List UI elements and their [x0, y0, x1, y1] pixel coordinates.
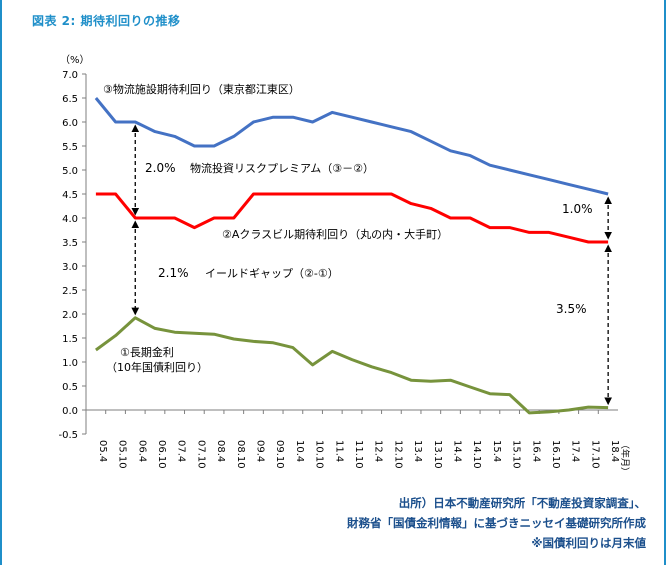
y-tick-label: 4.5	[62, 190, 78, 201]
y-tick-label: 1.5	[62, 334, 78, 345]
x-tick-label: 16.4	[530, 440, 541, 462]
yield-gap-label: イールドギャップ（②-①）	[205, 267, 339, 280]
x-tick-label: 15.4	[491, 440, 502, 462]
x-tick-label: 12.4	[373, 440, 384, 462]
series-line-1	[94, 97, 609, 196]
series-line-3	[95, 316, 609, 415]
right-gap-value-1: 1.0%	[562, 202, 593, 216]
right-gap-value-2: 3.5%	[556, 302, 587, 316]
series-1-label-line1: ①長期金利	[120, 345, 174, 359]
source-note: 出所）日本不動産研究所「不動産投資家調査」、 財務省「国債金利情報」に基づきニッ…	[347, 493, 646, 553]
y-axis-unit-label: （%）	[60, 54, 90, 66]
series-2-label: ②Aクラスビル期待利回り（丸の内・大手町）	[222, 227, 448, 241]
x-tick-label: 06.10	[156, 440, 167, 469]
x-tick-label: 07.4	[176, 440, 187, 462]
series-3-label: ③物流施設期待利回り（東京都江東区）	[103, 82, 300, 96]
chart-series-lines	[94, 97, 609, 415]
x-tick-label: 14.10	[471, 440, 482, 469]
x-tick-label: 16.10	[550, 440, 561, 469]
source-line-2: 財務省「国債金利情報」に基づきニッセイ基礎研究所作成	[347, 516, 646, 530]
y-tick-label: 0.5	[62, 382, 78, 393]
chart-axes: 7.0 6.5 6.0 5.5 5.0 4.5 4.0 3.5 3.0 2.5 2.0 1.5 1.0 0…	[58, 70, 620, 469]
y-tick-label: 4.0	[62, 214, 78, 225]
y-tick-label: 7.0	[62, 70, 78, 81]
y-tick-label: 6.5	[62, 94, 78, 105]
y-tick-label: 1.0	[62, 358, 78, 369]
x-tick-label: 17.10	[589, 440, 600, 469]
x-tick-label: 08.4	[215, 440, 226, 462]
x-tick-label: 10.4	[294, 440, 305, 462]
x-tick-label: 05.4	[97, 440, 108, 462]
x-tick-label: 15.10	[511, 440, 522, 469]
risk-premium-label: 物流投資リスクプレミアム（③－②）	[190, 161, 374, 175]
source-line-3: ※国債利回りは月末値	[531, 536, 646, 550]
series-line-2	[95, 192, 609, 244]
x-tick-label: 06.4	[136, 440, 147, 462]
x-tick-label: 10.10	[314, 440, 325, 469]
y-tick-label: 2.5	[62, 286, 78, 297]
y-tick-label: 5.0	[62, 166, 78, 177]
x-tick-label: 09.10	[274, 440, 285, 469]
x-tick-label: 12.10	[392, 440, 403, 469]
y-tick-label: 6.0	[62, 118, 78, 129]
x-axis-unit-label: （年月）	[619, 440, 631, 476]
x-tick-label: 05.10	[117, 440, 128, 469]
yield-gap-value: 2.1%	[158, 266, 189, 280]
chart-gap-arrows	[131, 124, 613, 406]
y-tick-label: 0.0	[62, 406, 78, 417]
y-tick-label: 5.5	[62, 142, 78, 153]
x-tick-label: 18.4	[609, 440, 620, 462]
x-tick-label: 07.10	[195, 440, 206, 469]
source-line-1: 出所）日本不動産研究所「不動産投資家調査」、	[398, 496, 646, 510]
y-tick-label: 3.5	[62, 238, 78, 249]
x-tick-label: 14.4	[452, 440, 463, 462]
x-tick-label: 17.4	[570, 440, 581, 462]
x-tick-label: 08.10	[235, 440, 246, 469]
x-tick-label: 13.10	[432, 440, 443, 469]
x-tick-label: 11.4	[333, 440, 344, 462]
risk-premium-value: 2.0%	[145, 161, 176, 175]
x-tick-label: 13.4	[412, 440, 423, 462]
series-1-label-line2: （10年国債利回り）	[106, 360, 208, 374]
y-tick-label: -0.5	[58, 430, 78, 441]
x-tick-label: 09.4	[254, 440, 265, 462]
y-tick-label: 3.0	[62, 262, 78, 273]
x-tick-label: 11.10	[353, 440, 364, 469]
y-tick-label: 2.0	[62, 310, 78, 321]
figure-title: 図表 2: 期待利回りの推移	[32, 14, 181, 28]
